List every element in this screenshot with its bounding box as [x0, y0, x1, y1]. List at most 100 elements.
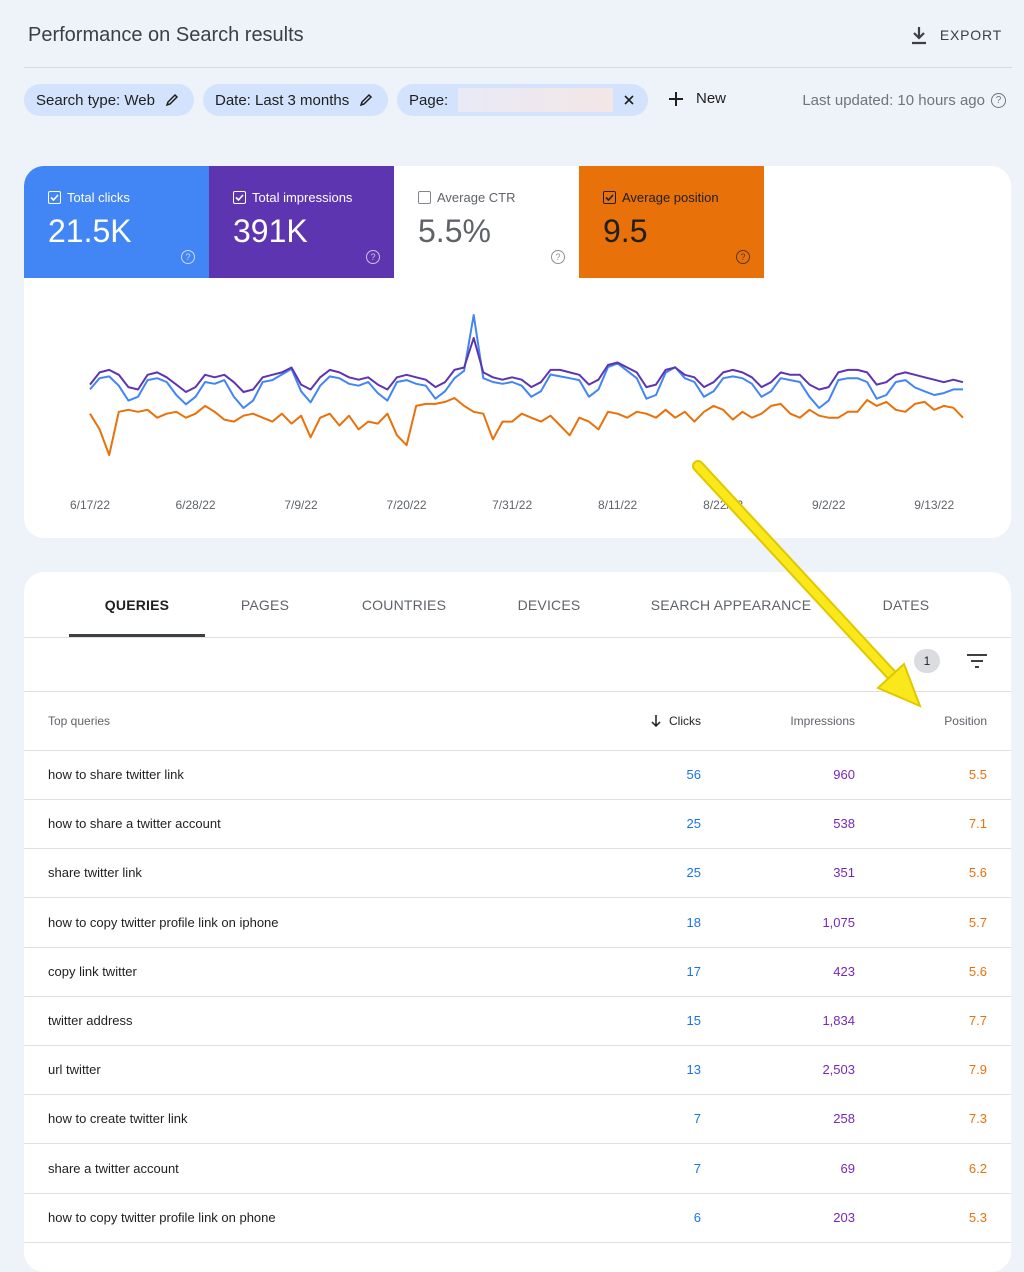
edit-icon — [165, 93, 179, 107]
table-cell: 351 — [833, 865, 855, 881]
table-cell: 5.7 — [968, 914, 987, 930]
metric-tile[interactable]: Average position 9.5? — [579, 166, 764, 278]
metric-tile[interactable]: Total impressions 391K? — [209, 166, 394, 278]
tab[interactable]: DATES — [882, 597, 930, 613]
check-mark — [235, 194, 244, 202]
table-cell: 7 — [693, 1160, 701, 1176]
column-header-label: Clicks — [669, 714, 701, 728]
metric-tile[interactable]: Total clicks 21.5K? — [24, 166, 209, 278]
row-divider — [24, 848, 1011, 850]
table-cell: copy link twitter — [48, 963, 137, 979]
x-tick-label: 7/9/22 — [284, 498, 318, 512]
help-icon: ? — [736, 250, 750, 264]
series-line — [89, 397, 964, 456]
checkbox — [233, 191, 246, 204]
table-cell: 69 — [840, 1160, 855, 1176]
column-header[interactable]: Position — [944, 714, 987, 728]
row-divider — [24, 799, 1011, 800]
table-cell: 7.7 — [968, 1013, 987, 1028]
chip-label: Date: Last 3 months — [215, 91, 350, 109]
table-cell: 7.3 — [968, 1111, 987, 1127]
table-cell: url twitter — [48, 1062, 101, 1078]
series-line — [89, 337, 964, 393]
row-divider — [24, 897, 1011, 899]
help-icon: ? — [366, 250, 380, 264]
table-cell: twitter address — [48, 1013, 133, 1028]
checkbox — [48, 191, 61, 204]
metric-tile[interactable]: Average CTR 5.5%? — [394, 166, 579, 278]
table-cell: 7.1 — [968, 816, 987, 832]
tab[interactable]: DEVICES — [517, 597, 581, 613]
metric-label-row: Total impressions — [233, 190, 394, 205]
metric-value: 21.5K — [48, 213, 132, 249]
metric-label: Average position — [622, 190, 719, 205]
table-cell: 423 — [833, 963, 855, 979]
table-cell: 6 — [693, 1209, 701, 1225]
metric-label: Total impressions — [252, 190, 353, 205]
divider — [24, 691, 1011, 692]
x-tick-label: 8/11/22 — [598, 498, 637, 512]
tab[interactable]: PAGES — [240, 597, 290, 613]
filter-chip[interactable]: Page: — [397, 84, 648, 116]
new-filter-label: New — [696, 90, 727, 107]
divider — [24, 750, 1011, 751]
table-cell: 203 — [833, 1209, 855, 1225]
table-cell: 960 — [833, 767, 855, 782]
table-cell: 25 — [686, 816, 701, 832]
checkbox — [418, 191, 431, 204]
last-updated-text: Last updated: 10 hours ago — [802, 92, 985, 109]
filter-icon[interactable] — [966, 652, 988, 670]
table-cell: how to copy twitter profile link on phon… — [48, 1209, 276, 1225]
chip-label: Page: — [409, 91, 449, 109]
table-cell: how to copy twitter profile link on ipho… — [48, 914, 279, 930]
page: {"header": {"title": "Performance on Sea… — [24, 24, 1012, 1272]
performance-chart: 6/17/22 6/28/22 7/9/22 7/20/22 7/31/22 8/11/2… — [70, 314, 964, 512]
help-icon: ? — [551, 250, 565, 264]
series-line — [89, 314, 963, 409]
plus-icon — [669, 91, 683, 106]
column-header: Top queries — [48, 714, 111, 728]
table-cell: 5.6 — [968, 963, 987, 979]
new-filter[interactable]: New — [668, 90, 726, 107]
check-mark — [605, 194, 614, 202]
row-divider — [24, 946, 1011, 948]
metric-value: 5.5% — [418, 213, 491, 249]
x-tick-label: 7/20/22 — [387, 498, 427, 512]
page-body: Performance on Search results EXPORT Sea… — [24, 24, 1012, 1272]
column-header[interactable]: Clicks — [651, 714, 701, 728]
metric-label-row: Average position — [603, 190, 764, 205]
table-cell: 258 — [833, 1111, 855, 1127]
metric-label: Average CTR — [437, 190, 516, 205]
table-cell: 17 — [686, 963, 701, 979]
row-divider — [24, 1094, 1011, 1096]
filter-chip[interactable]: Date: Last 3 months — [203, 84, 388, 116]
filter-chip[interactable]: Search type: Web — [24, 84, 194, 116]
help-icon: ? — [181, 250, 195, 264]
active-tab-indicator — [69, 634, 205, 637]
table-cell: 25 — [686, 865, 701, 881]
metric-label-row: Total clicks — [48, 190, 209, 205]
metric-label: Total clicks — [67, 190, 130, 205]
table-cell: 1,075 — [822, 914, 855, 930]
tab[interactable]: QUERIES — [104, 597, 170, 613]
table-cell: 2,503 — [822, 1062, 855, 1078]
row-divider — [24, 1045, 1011, 1046]
tab[interactable]: SEARCH APPEARANCE — [650, 597, 812, 613]
metric-value: 9.5 — [603, 213, 648, 249]
table-cell: 5.5 — [968, 767, 987, 782]
table-cell: 6.2 — [968, 1160, 987, 1176]
table-cell: how to share twitter link — [48, 767, 184, 782]
table-cell: 56 — [686, 767, 701, 782]
divider — [24, 67, 1012, 68]
page-title: Performance on Search results — [28, 24, 304, 46]
export-button[interactable]: EXPORT — [910, 25, 1002, 45]
tab[interactable]: COUNTRIES — [361, 597, 447, 613]
redacted-value — [458, 88, 614, 112]
table-cell: 13 — [686, 1062, 701, 1078]
x-tick-label: 9/13/22 — [914, 498, 954, 512]
table-cell: 5.6 — [968, 865, 987, 881]
table-cell: 15 — [686, 1013, 701, 1028]
x-tick-label: 9/2/22 — [812, 498, 846, 512]
column-header[interactable]: Impressions — [790, 714, 855, 728]
table-cell: 18 — [686, 914, 701, 930]
